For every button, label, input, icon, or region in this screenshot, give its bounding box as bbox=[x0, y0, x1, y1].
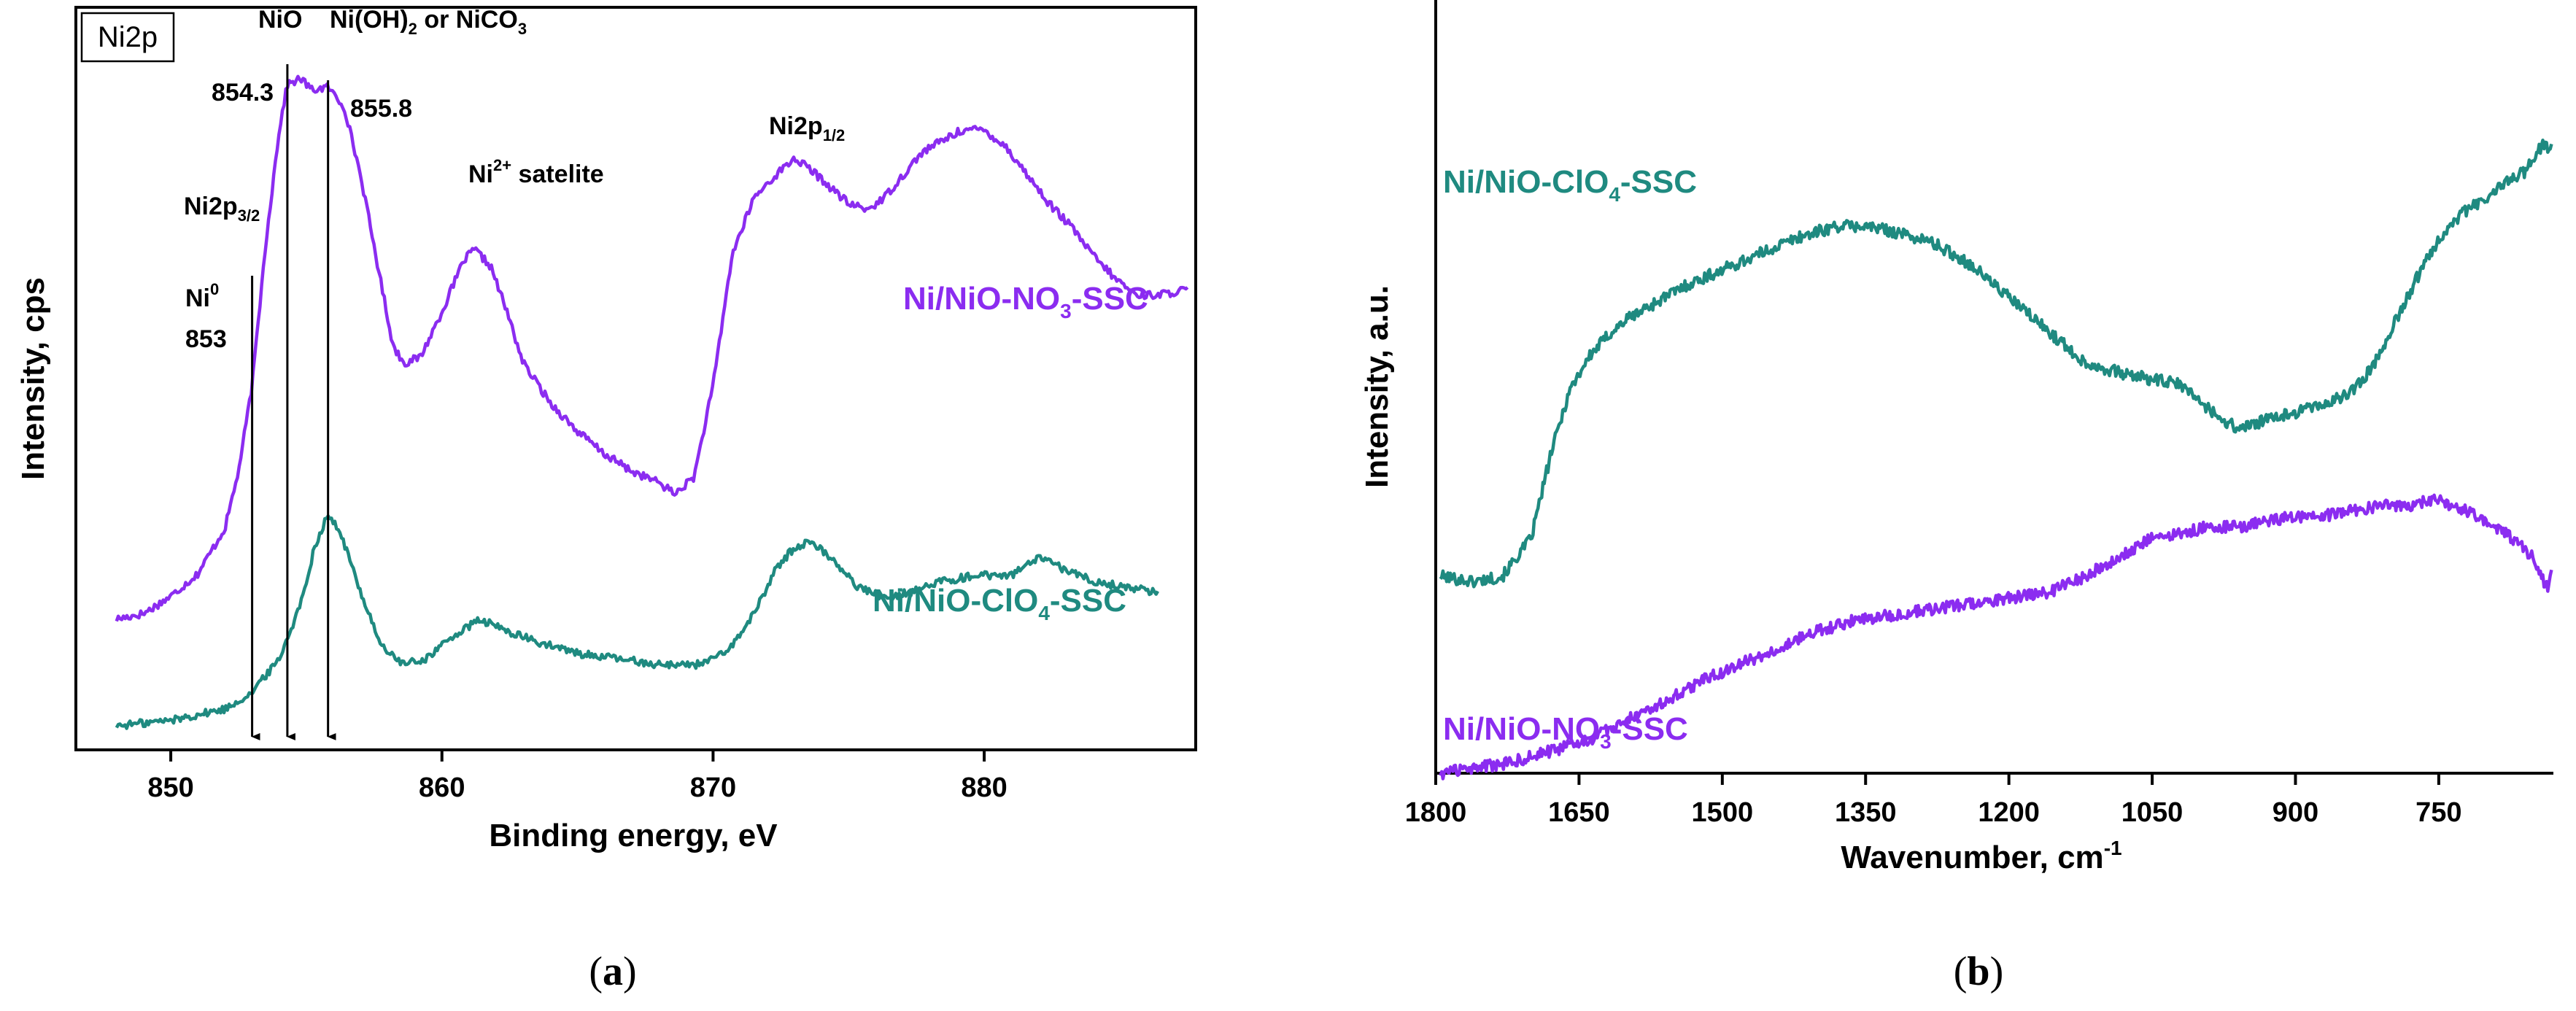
panel-b-x-axis-title-main: Wavenumber, cm bbox=[1841, 840, 2103, 875]
panel-a-legend-no3: Ni/NiO-NO3-SSC bbox=[903, 281, 1148, 322]
panel-a-caption-letter: a bbox=[603, 949, 623, 994]
annotation-ni2p32-main: Ni2p bbox=[184, 193, 238, 220]
panel-a-series-no3-line bbox=[115, 74, 1189, 622]
annotation-ni2p12-main: Ni2p bbox=[769, 112, 823, 140]
panel-a-legend-no3-sub: 3 bbox=[1060, 300, 1072, 322]
panel-a-marker-lines bbox=[251, 64, 336, 740]
panel-b-legend-no3-sub: 3 bbox=[1600, 730, 1612, 753]
panel-b-x-tick-label: 1200 bbox=[1978, 797, 2040, 828]
panel-a-element-box-frame bbox=[80, 12, 175, 63]
panel-b-legend-clo4: Ni/NiO-ClO4-SSC bbox=[1443, 164, 1697, 206]
annotation-nioh2: Ni(OH)2 or NiCO3 bbox=[330, 6, 527, 38]
annotation-ni0: Ni0 bbox=[185, 280, 219, 312]
panel-a-legend-clo4-main: Ni/NiO-ClO bbox=[873, 583, 1038, 619]
panel-b-legend-clo4-main: Ni/NiO-ClO bbox=[1443, 164, 1609, 200]
panel-a-x-ticks: 850 860 870 880 bbox=[147, 750, 1007, 803]
panel-b-x-tick-label: 1800 bbox=[1405, 797, 1467, 828]
panel-b-chart: 1800 1650 1500 1350 1200 1050 900 750 Ni/NiO-Cl… bbox=[1359, 0, 2553, 994]
panel-a-legend-clo4: Ni/NiO-ClO4-SSC bbox=[873, 583, 1126, 624]
panel-b-caption-open: ( bbox=[1954, 949, 1968, 994]
panel-b-x-tick-label: 1350 bbox=[1835, 797, 1897, 828]
panel-b-caption: (b) bbox=[1954, 949, 2003, 994]
annotation-ni0-sup: 0 bbox=[210, 280, 219, 298]
panel-a-x-tick-label: 850 bbox=[147, 772, 193, 803]
panel-b-legend-no3-main: Ni/NiO-NO bbox=[1443, 711, 1600, 747]
panel-b-x-tick-label: 1500 bbox=[1692, 797, 1754, 828]
annotation-nioh2-binding-energy: 855.8 bbox=[350, 95, 412, 123]
panel-b-caption-letter: b bbox=[1967, 949, 1989, 994]
panel-a-caption: (a) bbox=[589, 949, 636, 994]
panel-b-series-clo4-line bbox=[1439, 138, 2553, 589]
panel-b-caption-close: ) bbox=[1990, 949, 2004, 994]
panel-b-legend-clo4-sub: 4 bbox=[1609, 183, 1620, 206]
panel-b-x-tick-label: 750 bbox=[2416, 797, 2461, 828]
panel-a-legend-clo4-sub: 4 bbox=[1038, 602, 1050, 624]
panel-a-legend-clo4-end: -SSC bbox=[1050, 583, 1126, 619]
annotation-satellite-sup: 2+ bbox=[493, 156, 511, 174]
panel-a-legend-no3-end: -SSC bbox=[1072, 281, 1148, 317]
panel-a-series-clo4-line bbox=[115, 514, 1159, 730]
panel-a-element-box-label: Ni2p bbox=[98, 21, 158, 53]
annotation-satellite-main: Ni bbox=[468, 160, 493, 188]
annotation-ni2p12: Ni2p1/2 bbox=[769, 112, 845, 144]
annotation-satellite-end: satelite bbox=[511, 160, 604, 188]
annotation-nio: NiO bbox=[258, 6, 302, 34]
panel-a-element-box: Ni2p bbox=[80, 12, 175, 63]
panel-a-y-axis-title: Intensity, cps bbox=[15, 277, 51, 480]
panel-a-x-axis-title: Binding energy, eV bbox=[489, 818, 778, 853]
panel-b-x-ticks: 1800 1650 1500 1350 1200 1050 900 750 bbox=[1405, 773, 2462, 828]
annotation-ni0-binding-energy: 853 bbox=[185, 325, 227, 353]
panel-b-legend-no3-end: -SSC bbox=[1612, 711, 1688, 747]
panel-a-chart: Ni2p 850 860 870 880 Ni2p3/2 NiO 854.3 Ni(O… bbox=[15, 6, 1197, 994]
panel-b-x-tick-label: 1050 bbox=[2121, 797, 2184, 828]
annotation-nio-binding-energy: 854.3 bbox=[212, 79, 274, 106]
panel-a-caption-open: ( bbox=[589, 949, 603, 994]
panel-a-caption-close: ) bbox=[623, 949, 637, 994]
panel-a-plot-frame bbox=[74, 6, 1197, 751]
panel-b-x-axis-title-sup: -1 bbox=[2104, 837, 2122, 859]
annotation-ni2p32-sub: 3/2 bbox=[238, 206, 260, 225]
annotation-satellite: Ni2+ satelite bbox=[468, 156, 604, 188]
panel-b-series-no3-line bbox=[1439, 493, 2553, 780]
annotation-nioh2-main: Ni(OH) bbox=[330, 6, 409, 34]
annotation-nioh2-sub1: 2 bbox=[409, 20, 417, 38]
panel-a-x-tick-label: 870 bbox=[690, 772, 736, 803]
panel-a-x-tick-label: 880 bbox=[961, 772, 1007, 803]
annotation-nioh2-mid: or NiCO bbox=[417, 6, 518, 34]
annotation-ni0-main: Ni bbox=[185, 284, 210, 312]
panel-b-legend-no3: Ni/NiO-NO3-SSC bbox=[1443, 711, 1688, 753]
annotation-ni2p32: Ni2p3/2 bbox=[184, 193, 260, 225]
panel-b-legend-clo4-end: -SSC bbox=[1620, 164, 1697, 200]
panel-b-x-axis-title: Wavenumber, cm-1 bbox=[1841, 837, 2121, 875]
panel-b-x-tick-label: 1650 bbox=[1548, 797, 1610, 828]
annotation-nioh2-sub2: 3 bbox=[518, 20, 527, 38]
panel-b-y-axis-title: Intensity, a.u. bbox=[1359, 285, 1395, 488]
panel-a-x-tick-label: 860 bbox=[419, 772, 465, 803]
annotation-ni2p12-sub: 1/2 bbox=[823, 126, 846, 144]
panel-b-x-tick-label: 900 bbox=[2273, 797, 2318, 828]
panel-a-legend-no3-main: Ni/NiO-NO bbox=[903, 281, 1060, 317]
